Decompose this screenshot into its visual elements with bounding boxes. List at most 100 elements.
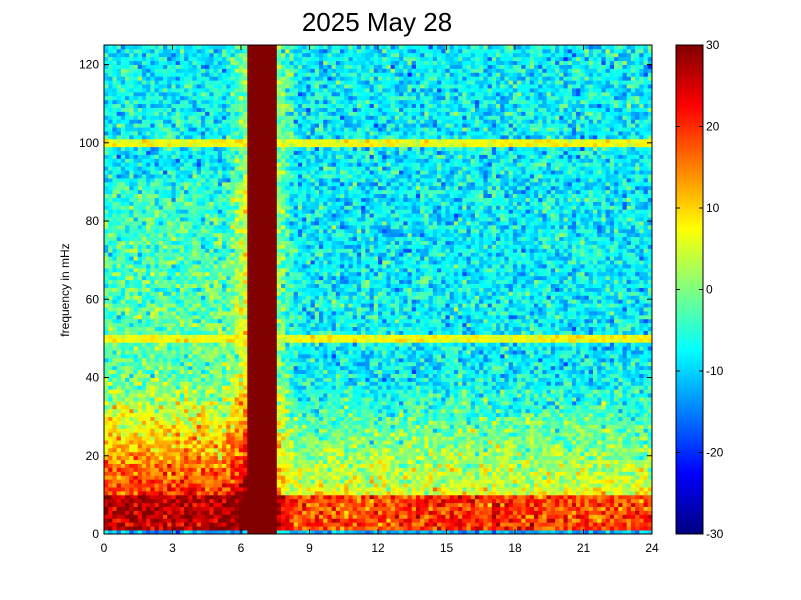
heatmap-cell xyxy=(188,303,193,308)
heatmap-cell xyxy=(179,275,185,281)
heatmap-cell xyxy=(125,377,130,382)
heatmap-cell xyxy=(171,107,177,112)
heatmap-cell xyxy=(205,80,210,85)
heatmap-cell xyxy=(167,48,172,54)
heatmap-cell xyxy=(116,404,122,410)
heatmap-cell xyxy=(146,412,151,418)
heatmap-cell xyxy=(251,522,257,527)
heatmap-cell xyxy=(192,365,198,371)
heatmap-cell xyxy=(137,502,143,508)
heatmap-cell xyxy=(179,373,185,378)
heatmap-cell xyxy=(158,440,164,445)
heatmap-cell xyxy=(141,127,147,132)
heatmap-cell xyxy=(200,45,206,50)
heatmap-cell xyxy=(116,475,122,480)
heatmap-cell xyxy=(268,483,274,488)
heatmap-cell xyxy=(104,99,109,105)
heatmap-cell xyxy=(234,342,240,347)
heatmap-cell xyxy=(230,60,236,65)
heatmap-cell xyxy=(171,330,177,335)
heatmap-cell xyxy=(141,506,147,511)
heatmap-cell xyxy=(222,295,227,300)
heatmap-cell xyxy=(205,224,210,230)
heatmap-cell xyxy=(234,412,240,418)
heatmap-cell xyxy=(196,232,202,238)
heatmap-cell xyxy=(163,424,168,429)
heatmap-cell xyxy=(184,506,189,511)
heatmap-cell xyxy=(150,424,155,429)
heatmap-cell xyxy=(259,236,265,241)
heatmap-cell xyxy=(234,217,240,222)
heatmap-cell xyxy=(205,295,210,300)
heatmap-cell xyxy=(243,318,248,324)
heatmap-cell xyxy=(234,189,240,195)
heatmap-cell xyxy=(205,52,210,58)
heatmap-cell xyxy=(150,334,155,339)
heatmap-cell xyxy=(120,174,126,179)
heatmap-cell xyxy=(209,291,214,296)
heatmap-cell xyxy=(184,322,189,328)
heatmap-cell xyxy=(141,271,147,277)
heatmap-cell xyxy=(184,60,189,65)
heatmap-cell xyxy=(171,459,177,464)
heatmap-cell xyxy=(175,404,181,410)
heatmap-cell xyxy=(200,373,206,378)
heatmap-cell xyxy=(154,197,160,202)
heatmap-cell xyxy=(247,103,252,108)
heatmap-cell xyxy=(184,412,189,418)
heatmap-cell xyxy=(171,267,177,273)
heatmap-cell xyxy=(179,91,185,97)
heatmap-cell xyxy=(167,99,172,105)
heatmap-cell xyxy=(209,404,214,410)
heatmap-cell xyxy=(238,88,244,93)
heatmap-cell xyxy=(188,307,193,312)
heatmap-cell xyxy=(234,72,240,77)
heatmap-cell xyxy=(116,123,122,128)
heatmap-cell xyxy=(238,479,244,484)
heatmap-cell xyxy=(196,52,202,58)
heatmap-cell xyxy=(129,103,134,108)
heatmap-cell xyxy=(217,322,223,328)
heatmap-cell xyxy=(179,72,185,77)
heatmap-cell xyxy=(234,307,240,312)
heatmap-cell xyxy=(120,381,126,386)
heatmap-cell xyxy=(129,213,134,218)
heatmap-cell xyxy=(163,518,168,523)
heatmap-cell xyxy=(243,111,248,116)
heatmap-cell xyxy=(222,526,227,531)
heatmap-cell xyxy=(200,275,206,281)
heatmap-cell xyxy=(188,111,193,116)
heatmap-cell xyxy=(217,244,223,249)
heatmap-cell xyxy=(104,295,109,300)
heatmap-cell xyxy=(179,279,185,285)
heatmap-cell xyxy=(108,236,113,241)
heatmap-cell xyxy=(217,56,223,62)
heatmap-cell xyxy=(171,514,177,519)
heatmap-cell xyxy=(116,522,122,527)
heatmap-cell xyxy=(125,389,130,394)
heatmap-cell xyxy=(226,463,231,468)
heatmap-cell xyxy=(137,354,143,359)
heatmap-cell xyxy=(175,502,181,508)
heatmap-cell xyxy=(226,138,231,144)
heatmap-cell xyxy=(104,428,109,433)
heatmap-cell xyxy=(188,342,193,347)
heatmap-cell xyxy=(222,123,227,128)
heatmap-cell xyxy=(158,369,164,375)
heatmap-cell xyxy=(163,205,168,210)
heatmap-cell xyxy=(125,68,130,73)
heatmap-cell xyxy=(154,76,160,81)
heatmap-cell xyxy=(116,91,122,97)
heatmap-cell xyxy=(230,412,236,418)
heatmap-cell xyxy=(158,342,164,347)
heatmap-cell xyxy=(230,267,236,273)
heatmap-cell xyxy=(200,397,206,402)
heatmap-cell xyxy=(137,404,143,410)
heatmap-cell xyxy=(158,170,164,175)
heatmap-cell xyxy=(175,138,181,144)
heatmap-cell xyxy=(200,267,206,273)
heatmap-cell xyxy=(184,72,189,77)
heatmap-cell xyxy=(209,127,214,132)
heatmap-cell xyxy=(226,162,231,167)
heatmap-cell xyxy=(184,373,189,378)
